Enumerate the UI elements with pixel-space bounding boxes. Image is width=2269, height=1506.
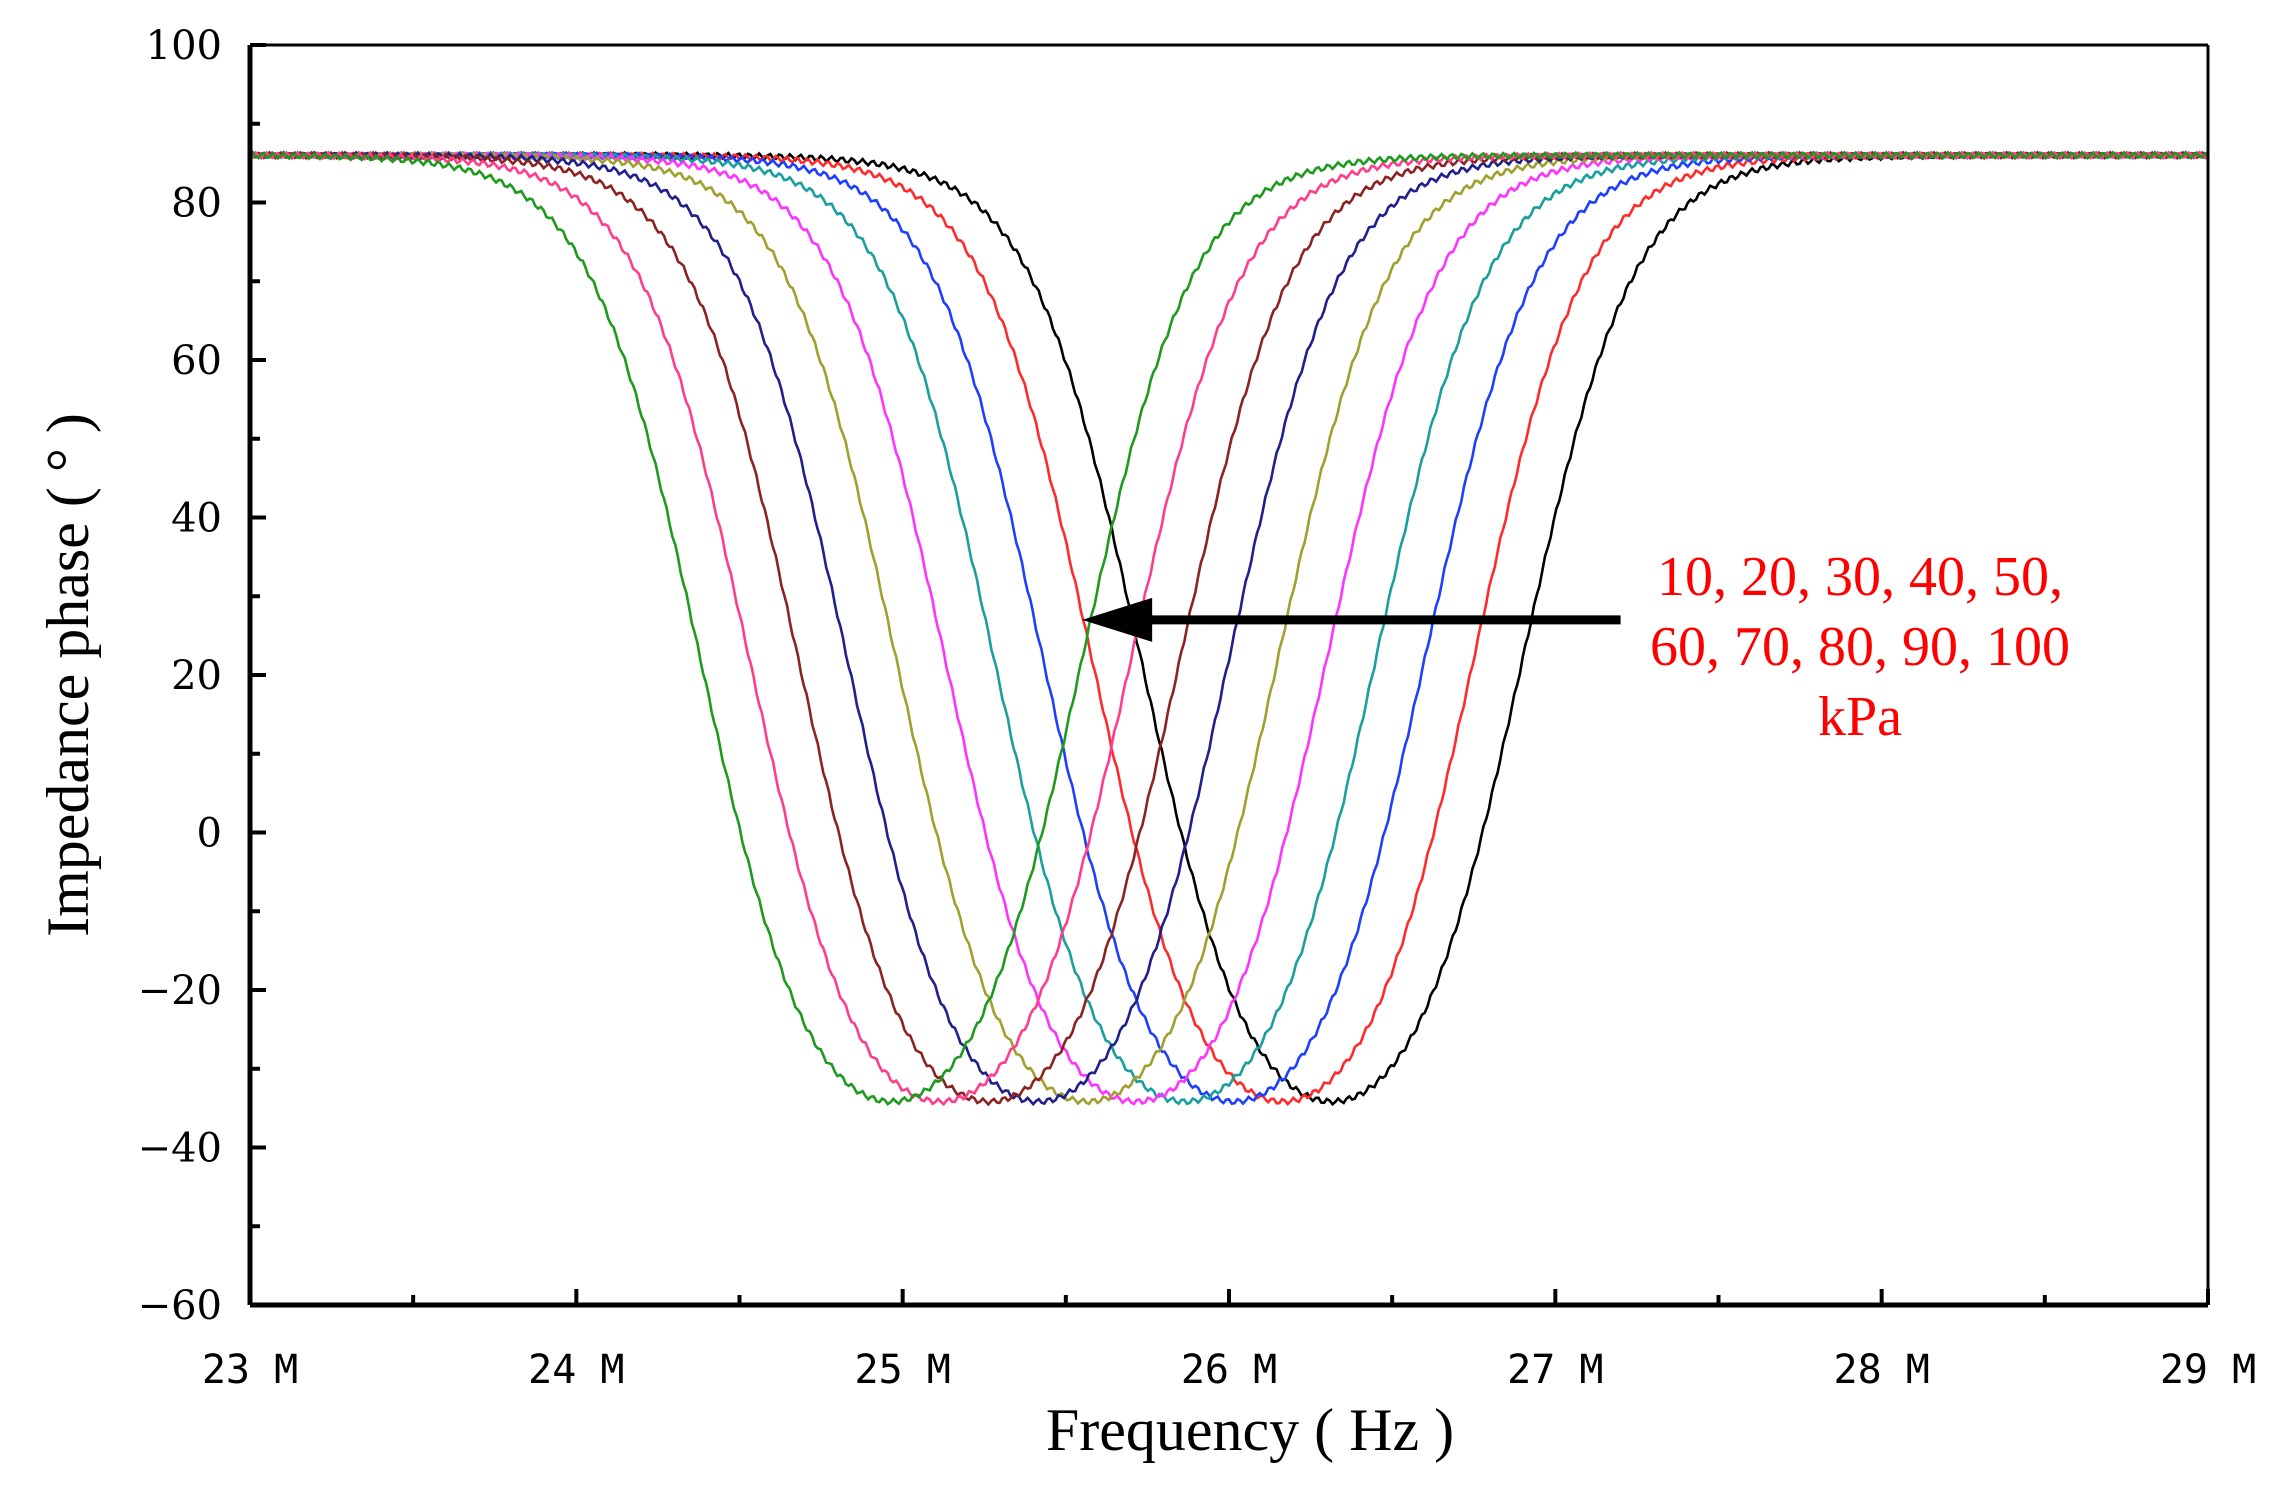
y-tick-label: 40 [171, 496, 222, 542]
y-tick-label: 0 [197, 811, 222, 857]
y-tick-label: 100 [146, 23, 222, 69]
y-tick-label: −40 [138, 1126, 222, 1172]
y-tick-label: −20 [138, 968, 222, 1014]
annotation-line-3: kPa [1818, 686, 1902, 748]
x-axis-ticks: 23 M 24 M 25 M 26 M 27 M 28 M 29 M [202, 1289, 2256, 1393]
x-tick-label: 26 M [1181, 1347, 1277, 1393]
x-tick-label: 25 M [855, 1347, 951, 1393]
y-tick-label: 60 [171, 338, 222, 384]
y-tick-label: −60 [138, 1283, 222, 1329]
x-tick-label: 29 M [2160, 1347, 2256, 1393]
annotation-arrow-head [1082, 597, 1153, 642]
y-tick-label: 20 [171, 653, 222, 699]
y-axis-title: Impedance phase ( ° ) [35, 413, 101, 937]
annotation-line-2: 60, 70, 80, 90, 100 [1650, 616, 2070, 678]
x-tick-label: 28 M [1834, 1347, 1930, 1393]
x-tick-label: 27 M [1507, 1347, 1603, 1393]
x-tick-label: 23 M [202, 1347, 298, 1393]
x-axis-title: Frequency ( Hz ) [1046, 1397, 1454, 1463]
x-tick-label: 24 M [528, 1347, 624, 1393]
pressure-annotation: 10, 20, 30, 40, 50, 60, 70, 80, 90, 100 … [1082, 546, 2070, 748]
annotation-line-1: 10, 20, 30, 40, 50, [1657, 546, 2063, 608]
series-curves [248, 150, 2210, 1107]
y-tick-label: 80 [171, 181, 222, 227]
y-axis-ticks: −60 −40 −20 0 20 40 60 80 100 [138, 23, 266, 1329]
series-line-100-kpa [249, 150, 2209, 1106]
